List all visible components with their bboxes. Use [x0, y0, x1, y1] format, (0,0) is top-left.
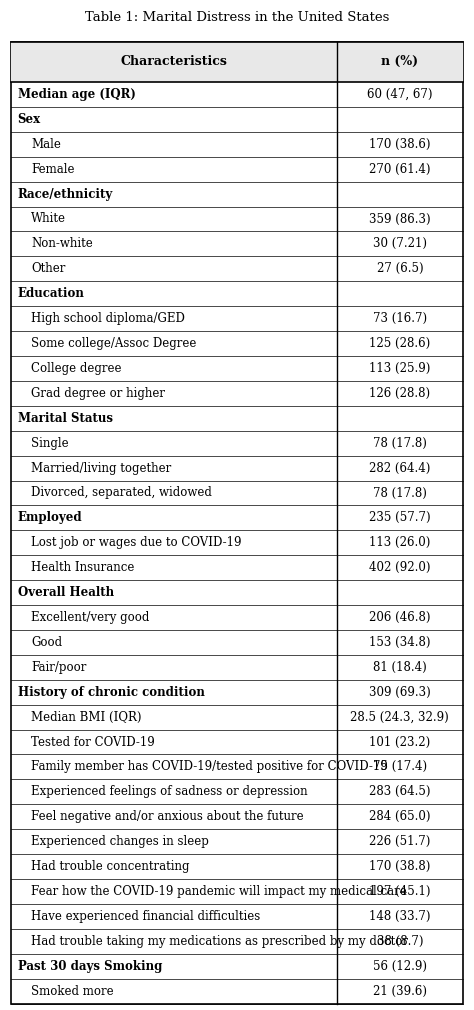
Text: 402 (92.0): 402 (92.0) [369, 562, 430, 574]
Text: 148 (33.7): 148 (33.7) [369, 910, 430, 923]
Text: Had trouble taking my medications as prescribed by my doctor: Had trouble taking my medications as pre… [31, 935, 408, 947]
Text: 30 (7.21): 30 (7.21) [373, 237, 427, 250]
Text: 235 (57.7): 235 (57.7) [369, 511, 431, 524]
Text: Employed: Employed [18, 511, 82, 524]
Text: History of chronic condition: History of chronic condition [18, 686, 205, 699]
Text: 81 (18.4): 81 (18.4) [373, 661, 427, 674]
Text: Family member has COVID-19/tested positive for COVID-19: Family member has COVID-19/tested positi… [31, 761, 388, 774]
Text: 125 (28.6): 125 (28.6) [369, 337, 430, 350]
Text: n (%): n (%) [381, 56, 419, 69]
Text: 283 (64.5): 283 (64.5) [369, 786, 430, 798]
Text: Have experienced financial difficulties: Have experienced financial difficulties [31, 910, 261, 923]
Text: Marital Status: Marital Status [18, 412, 113, 425]
Text: Single: Single [31, 436, 69, 449]
Text: Median age (IQR): Median age (IQR) [18, 88, 136, 101]
Text: 206 (46.8): 206 (46.8) [369, 611, 430, 624]
Text: 226 (51.7): 226 (51.7) [369, 835, 430, 848]
Text: 78 (17.8): 78 (17.8) [373, 487, 427, 500]
Text: Divorced, separated, widowed: Divorced, separated, widowed [31, 487, 212, 500]
Text: Characteristics: Characteristics [120, 56, 227, 69]
Text: 359 (86.3): 359 (86.3) [369, 212, 431, 225]
Text: Health Insurance: Health Insurance [31, 562, 135, 574]
Text: 153 (34.8): 153 (34.8) [369, 636, 430, 648]
Text: 21 (39.6): 21 (39.6) [373, 985, 427, 998]
Text: 38 (8.7): 38 (8.7) [377, 935, 423, 947]
Text: Male: Male [31, 137, 61, 150]
Text: 282 (64.4): 282 (64.4) [369, 462, 430, 475]
Text: Experienced feelings of sadness or depression: Experienced feelings of sadness or depre… [31, 786, 308, 798]
Text: College degree: College degree [31, 362, 122, 375]
Text: 197 (45.1): 197 (45.1) [369, 885, 430, 898]
Text: Female: Female [31, 163, 75, 176]
Text: 113 (25.9): 113 (25.9) [369, 362, 430, 375]
Text: Education: Education [18, 287, 84, 300]
Text: Fair/poor: Fair/poor [31, 661, 87, 674]
Text: 284 (65.0): 284 (65.0) [369, 810, 430, 823]
Text: Married/living together: Married/living together [31, 462, 172, 475]
Text: Non-white: Non-white [31, 237, 93, 250]
Text: Some college/Assoc Degree: Some college/Assoc Degree [31, 337, 197, 350]
Text: Smoked more: Smoked more [31, 985, 114, 998]
Text: 270 (61.4): 270 (61.4) [369, 163, 430, 176]
Text: Median BMI (IQR): Median BMI (IQR) [31, 711, 142, 723]
Text: Good: Good [31, 636, 63, 648]
Text: Feel negative and/or anxious about the future: Feel negative and/or anxious about the f… [31, 810, 304, 823]
Text: 73 (16.7): 73 (16.7) [373, 312, 427, 325]
Text: 28.5 (24.3, 32.9): 28.5 (24.3, 32.9) [350, 711, 449, 723]
Bar [11, 41, 463, 82]
Text: Tested for COVID-19: Tested for COVID-19 [31, 735, 155, 748]
Text: 126 (28.8): 126 (28.8) [369, 387, 430, 400]
Text: Lost job or wages due to COVID-19: Lost job or wages due to COVID-19 [31, 536, 242, 549]
Text: Grad degree or higher: Grad degree or higher [31, 387, 165, 400]
Text: Past 30 days Smoking: Past 30 days Smoking [18, 960, 162, 973]
Text: 113 (26.0): 113 (26.0) [369, 536, 430, 549]
Text: 170 (38.6): 170 (38.6) [369, 137, 430, 150]
Text: Sex: Sex [18, 113, 41, 126]
Text: Experienced changes in sleep: Experienced changes in sleep [31, 835, 209, 848]
Text: Fear how the COVID-19 pandemic will impact my medical care: Fear how the COVID-19 pandemic will impa… [31, 885, 407, 898]
Text: Other: Other [31, 263, 65, 276]
Text: 78 (17.8): 78 (17.8) [373, 436, 427, 449]
Text: White: White [31, 212, 66, 225]
Text: 309 (69.3): 309 (69.3) [369, 686, 431, 699]
Text: 75 (17.4): 75 (17.4) [373, 761, 427, 774]
Text: High school diploma/GED: High school diploma/GED [31, 312, 185, 325]
Text: 101 (23.2): 101 (23.2) [369, 735, 430, 748]
Text: Race/ethnicity: Race/ethnicity [18, 188, 113, 201]
Text: 170 (38.8): 170 (38.8) [369, 861, 430, 873]
Text: Had trouble concentrating: Had trouble concentrating [31, 861, 190, 873]
Text: Excellent/very good: Excellent/very good [31, 611, 150, 624]
Text: 27 (6.5): 27 (6.5) [376, 263, 423, 276]
Text: 56 (12.9): 56 (12.9) [373, 960, 427, 973]
Text: Table 1: Marital Distress in the United States: Table 1: Marital Distress in the United … [85, 11, 389, 24]
Text: 60 (47, 67): 60 (47, 67) [367, 88, 433, 101]
Text: Overall Health: Overall Health [18, 586, 114, 599]
